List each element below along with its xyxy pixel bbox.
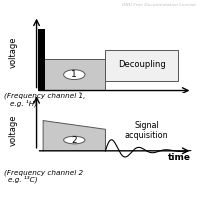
Circle shape	[64, 136, 85, 144]
Text: voltage: voltage	[9, 115, 18, 146]
Text: Signal
acquisition: Signal acquisition	[125, 121, 168, 140]
Bar	[105, 50, 178, 81]
Text: 1: 1	[71, 70, 77, 79]
Text: CP: CP	[94, 95, 116, 110]
Text: voltage: voltage	[9, 37, 18, 68]
Text: time: time	[168, 153, 191, 163]
Text: (Frequency channel 1,: (Frequency channel 1,	[4, 93, 85, 99]
Text: Decoupling: Decoupling	[118, 60, 165, 69]
Text: e.g. ¹³C): e.g. ¹³C)	[8, 176, 38, 183]
Polygon shape	[43, 121, 105, 151]
Text: time: time	[168, 98, 191, 107]
Text: (Frequency channel 2: (Frequency channel 2	[4, 169, 83, 176]
Text: 2: 2	[71, 135, 77, 145]
Text: e.g. ¹H): e.g. ¹H)	[10, 99, 37, 106]
Bar	[43, 59, 105, 91]
Circle shape	[64, 70, 85, 80]
Text: GNU Free Documentation License: GNU Free Documentation License	[122, 3, 196, 7]
Bar	[38, 29, 45, 91]
